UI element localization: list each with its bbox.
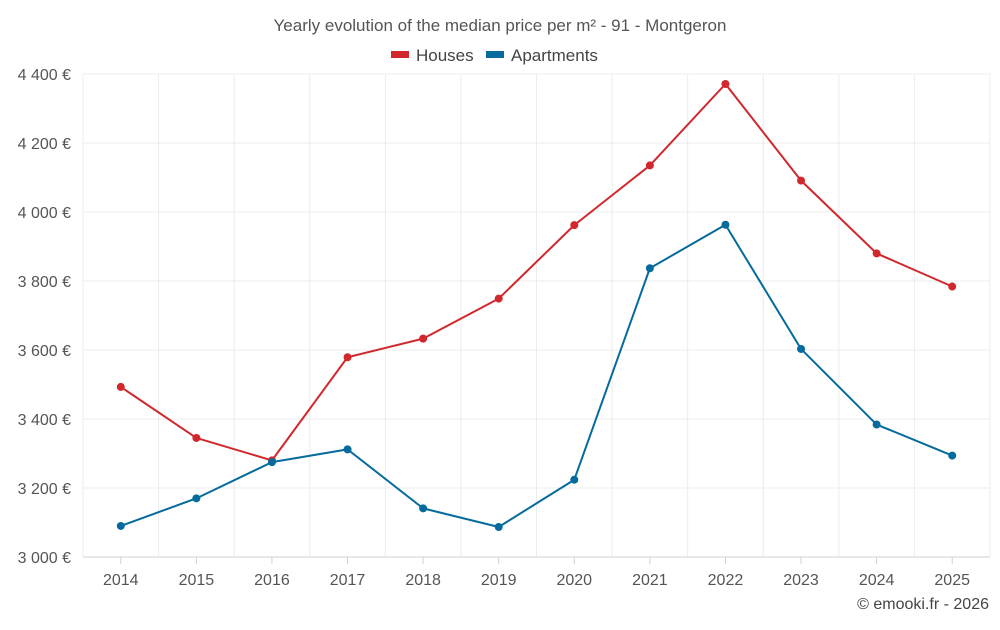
x-tick-label: 2019 — [481, 572, 517, 589]
series-line-houses — [120, 83, 953, 462]
x-tick-label: 2025 — [934, 572, 970, 589]
y-tick-label: 3 400 € — [18, 412, 71, 429]
x-tick-label: 2018 — [405, 572, 441, 589]
data-point-houses[interactable] — [872, 249, 881, 258]
y-tick-label: 3 000 € — [18, 550, 71, 567]
data-point-houses[interactable] — [494, 294, 503, 303]
data-point-apartments[interactable] — [570, 475, 579, 484]
data-point-houses[interactable] — [797, 176, 806, 185]
x-tick-label: 2022 — [708, 572, 744, 589]
series-line-apartments — [120, 223, 953, 528]
data-point-apartments[interactable] — [419, 504, 428, 513]
x-tick-label: 2015 — [179, 572, 215, 589]
data-point-apartments[interactable] — [645, 264, 654, 273]
data-point-apartments[interactable] — [116, 521, 125, 530]
chart-title: Yearly evolution of the median price per… — [274, 16, 727, 35]
data-point-houses[interactable] — [343, 353, 352, 362]
data-point-houses[interactable] — [645, 161, 654, 170]
x-axis-ticks: 2014 2015 2016 2017 2018 2019 2020 2021 2022 2023… — [103, 557, 970, 589]
x-tick-label: 2021 — [632, 572, 668, 589]
data-point-houses[interactable] — [570, 221, 579, 230]
data-point-houses[interactable] — [721, 80, 730, 89]
x-tick-label: 2017 — [330, 572, 366, 589]
data-point-apartments[interactable] — [494, 522, 503, 531]
legend-swatch-houses — [391, 51, 409, 58]
data-point-houses[interactable] — [948, 282, 957, 291]
legend: Houses Apartments — [391, 46, 598, 65]
legend-swatch-apartments — [486, 51, 504, 58]
data-point-houses[interactable] — [192, 433, 201, 442]
data-point-houses[interactable] — [116, 382, 125, 391]
data-point-apartments[interactable] — [872, 420, 881, 429]
data-point-apartments[interactable] — [267, 458, 276, 467]
grid — [82, 73, 991, 558]
y-tick-label: 4 000 € — [18, 205, 71, 222]
series — [116, 80, 957, 531]
legend-label-apartments[interactable]: Apartments — [511, 46, 598, 65]
data-point-houses[interactable] — [419, 334, 428, 343]
credit-text: © emooki.fr - 2026 — [857, 596, 989, 613]
x-tick-label: 2016 — [254, 572, 290, 589]
y-tick-label: 3 600 € — [18, 343, 71, 360]
y-tick-label: 3 200 € — [18, 481, 71, 498]
y-tick-label: 4 200 € — [18, 136, 71, 153]
data-point-apartments[interactable] — [343, 445, 352, 454]
data-point-apartments[interactable] — [192, 494, 201, 503]
x-tick-label: 2014 — [103, 572, 139, 589]
y-tick-label: 3 800 € — [18, 274, 71, 291]
x-tick-label: 2020 — [556, 572, 592, 589]
data-point-apartments[interactable] — [721, 220, 730, 229]
data-point-apartments[interactable] — [948, 451, 957, 460]
y-tick-label: 4 400 € — [18, 67, 71, 84]
data-point-apartments[interactable] — [797, 344, 806, 353]
x-tick-label: 2024 — [859, 572, 895, 589]
legend-label-houses[interactable]: Houses — [416, 46, 474, 65]
y-axis-ticks: 3 000 € 3 200 € 3 400 € 3 600 € 3 800 € 4 000… — [18, 67, 71, 567]
x-tick-label: 2023 — [783, 572, 819, 589]
